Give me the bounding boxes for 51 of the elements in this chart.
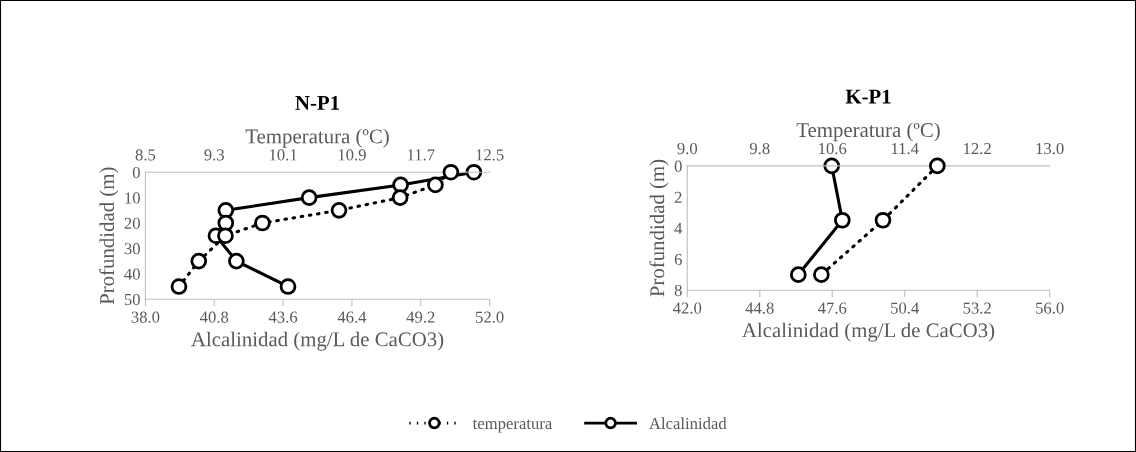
x2-tick-label: 12.5 — [476, 149, 504, 161]
y-axis-title: Profundidad (m) — [99, 167, 119, 305]
point — [228, 252, 245, 270]
chart-title: K-P1 — [845, 89, 891, 104]
x-tick-label: 43.6 — [268, 311, 298, 323]
x-tick-label: 38.0 — [131, 311, 160, 323]
x-tick-label: 53.2 — [963, 302, 991, 314]
point — [279, 278, 297, 295]
x2-tick-label: 11.7 — [407, 149, 435, 161]
y-tick-label: 6 — [674, 253, 682, 266]
point — [789, 266, 807, 283]
x2-tick-label: 9.0 — [677, 142, 698, 155]
x2-tick-label: 12.2 — [964, 142, 991, 155]
x2-tick-label: 11.4 — [891, 143, 919, 155]
legend-label: Alcalinidad — [649, 417, 727, 430]
legend-label: temperatura — [472, 419, 553, 433]
point — [465, 163, 483, 181]
x2-tick-label: 9.3 — [204, 149, 225, 161]
x2-tick-label: 10.1 — [269, 149, 297, 161]
x2-tick-label: 9.8 — [749, 142, 770, 155]
chart-title: N-P1 — [295, 95, 339, 110]
y-tick-label: 10 — [125, 192, 140, 204]
x-tick-label: 52.0 — [476, 311, 504, 323]
y-tick-label: 4 — [674, 222, 683, 234]
x-axis-title: Alcalinidad (mg/L de CaCO3) — [742, 322, 995, 342]
x-tick-label: 50.4 — [891, 302, 920, 314]
x2-axis-title: Temperatura (ºC) — [796, 122, 940, 142]
x-tick-label: 46.4 — [337, 311, 367, 323]
x-tick-label: 47.6 — [817, 302, 847, 314]
point — [833, 211, 851, 229]
x-tick-label: 49.2 — [406, 311, 435, 323]
x2-tick-label: 8.5 — [135, 149, 156, 161]
y-tick-label: 30 — [124, 243, 140, 255]
x-tick-label: 42.0 — [673, 302, 702, 314]
y-tick-label: 8 — [674, 284, 682, 297]
y-tick-label: 40 — [124, 268, 140, 280]
x-axis-title: Alcalinidad (mg/L de CaCO3) — [191, 331, 444, 351]
y-tick-label: 50 — [124, 293, 140, 306]
x2-axis-title: Temperatura (ºC) — [245, 128, 389, 148]
x2-tick-label: 13.0 — [1036, 142, 1064, 155]
y-tick-label: 20 — [124, 217, 140, 229]
x2-tick-label: 10.6 — [819, 142, 847, 155]
y-tick-label: 2 — [674, 191, 682, 203]
x-tick-label: 44.8 — [745, 302, 774, 314]
point — [300, 189, 318, 206]
y-tick-label: 0 — [132, 166, 140, 179]
y-tick-label: 0 — [674, 160, 682, 172]
x-tick-label: 56.0 — [1036, 302, 1064, 314]
x-tick-label: 40.8 — [199, 311, 229, 323]
x2-tick-label: 10.9 — [338, 149, 366, 161]
y-axis-title: Profundidad (m) — [649, 159, 669, 297]
